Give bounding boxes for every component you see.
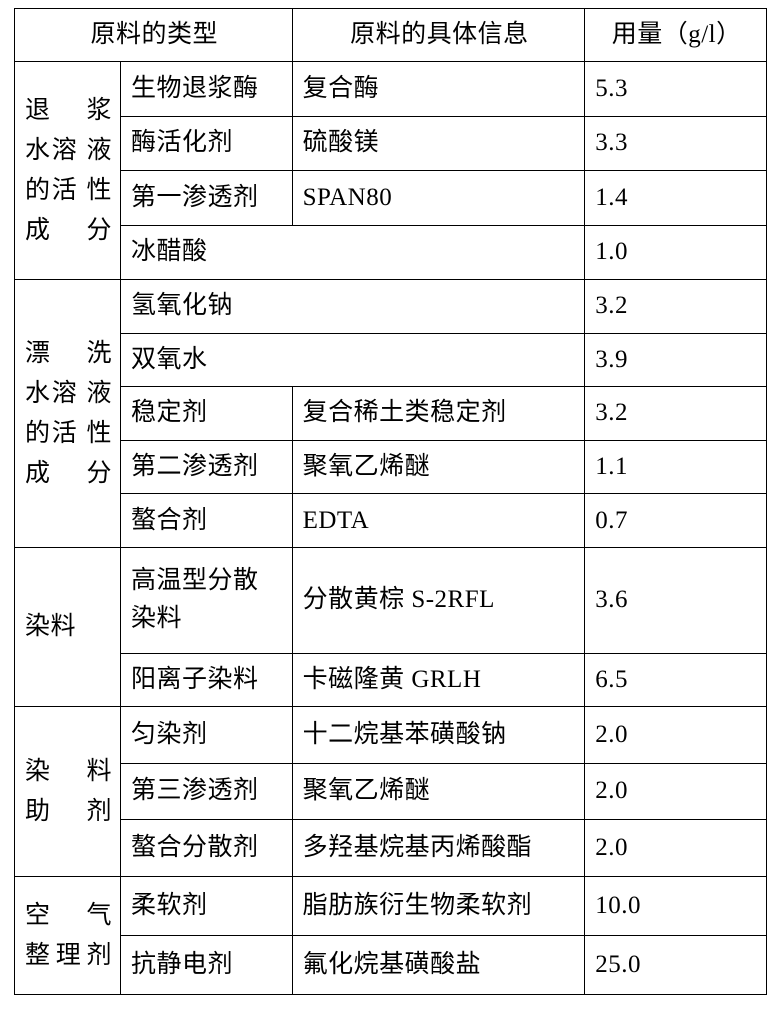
group-label: 染 料 助剂 bbox=[15, 707, 121, 877]
material-amount: 2.0 bbox=[585, 820, 767, 877]
material-name: 双氧水 bbox=[120, 333, 584, 387]
group-label: 空 气 整理剂 bbox=[15, 877, 121, 995]
material-info: 复合稀土类稳定剂 bbox=[292, 387, 585, 441]
material-info: 多羟基烷基丙烯酸酯 bbox=[292, 820, 585, 877]
material-name: 抗静电剂 bbox=[120, 936, 292, 995]
material-info: 聚氧乙烯醚 bbox=[292, 763, 585, 820]
material-info: 分散黄棕 S-2RFL bbox=[292, 548, 585, 654]
material-name: 阳离子染料 bbox=[120, 653, 292, 706]
material-name: 第一渗透剂 bbox=[120, 171, 292, 226]
material-name: 螯合剂 bbox=[120, 494, 292, 548]
material-amount: 1.0 bbox=[585, 225, 767, 280]
header-type: 原料的类型 bbox=[15, 9, 293, 62]
material-name: 生物退浆酶 bbox=[120, 62, 292, 117]
materials-table: 原料的类型 原料的具体信息 用量（g/l） 退 浆 水溶 液 的活 性 成分 生… bbox=[14, 8, 767, 995]
material-amount: 5.3 bbox=[585, 62, 767, 117]
header-amount: 用量（g/l） bbox=[585, 9, 767, 62]
group-label: 染料 bbox=[15, 548, 121, 707]
material-name: 高温型分散染料 bbox=[120, 548, 292, 654]
material-name: 酶活化剂 bbox=[120, 116, 292, 171]
material-info: 十二烷基苯磺酸钠 bbox=[292, 707, 585, 764]
material-name: 柔软剂 bbox=[120, 877, 292, 936]
material-info: 脂肪族衍生物柔软剂 bbox=[292, 877, 585, 936]
material-amount: 6.5 bbox=[585, 653, 767, 706]
material-name: 第三渗透剂 bbox=[120, 763, 292, 820]
material-amount: 0.7 bbox=[585, 494, 767, 548]
material-name: 冰醋酸 bbox=[120, 225, 584, 280]
material-amount: 25.0 bbox=[585, 936, 767, 995]
material-name: 第二渗透剂 bbox=[120, 440, 292, 494]
material-amount: 3.6 bbox=[585, 548, 767, 654]
material-amount: 1.4 bbox=[585, 171, 767, 226]
material-info: 氟化烷基磺酸盐 bbox=[292, 936, 585, 995]
material-name: 匀染剂 bbox=[120, 707, 292, 764]
material-info: EDTA bbox=[292, 494, 585, 548]
material-amount: 3.2 bbox=[585, 387, 767, 441]
material-info: 硫酸镁 bbox=[292, 116, 585, 171]
material-name: 螯合分散剂 bbox=[120, 820, 292, 877]
material-amount: 1.1 bbox=[585, 440, 767, 494]
header-info: 原料的具体信息 bbox=[292, 9, 585, 62]
material-info: 聚氧乙烯醚 bbox=[292, 440, 585, 494]
material-amount: 10.0 bbox=[585, 877, 767, 936]
material-amount: 3.9 bbox=[585, 333, 767, 387]
material-name: 氢氧化钠 bbox=[120, 280, 584, 334]
material-amount: 3.3 bbox=[585, 116, 767, 171]
material-info: 卡磁隆黄 GRLH bbox=[292, 653, 585, 706]
material-amount: 2.0 bbox=[585, 707, 767, 764]
material-amount: 2.0 bbox=[585, 763, 767, 820]
material-info: SPAN80 bbox=[292, 171, 585, 226]
group-label: 漂 洗 水溶 液 的活 性 成分 bbox=[15, 280, 121, 548]
material-info: 复合酶 bbox=[292, 62, 585, 117]
material-name: 稳定剂 bbox=[120, 387, 292, 441]
material-amount: 3.2 bbox=[585, 280, 767, 334]
group-label: 退 浆 水溶 液 的活 性 成分 bbox=[15, 62, 121, 280]
